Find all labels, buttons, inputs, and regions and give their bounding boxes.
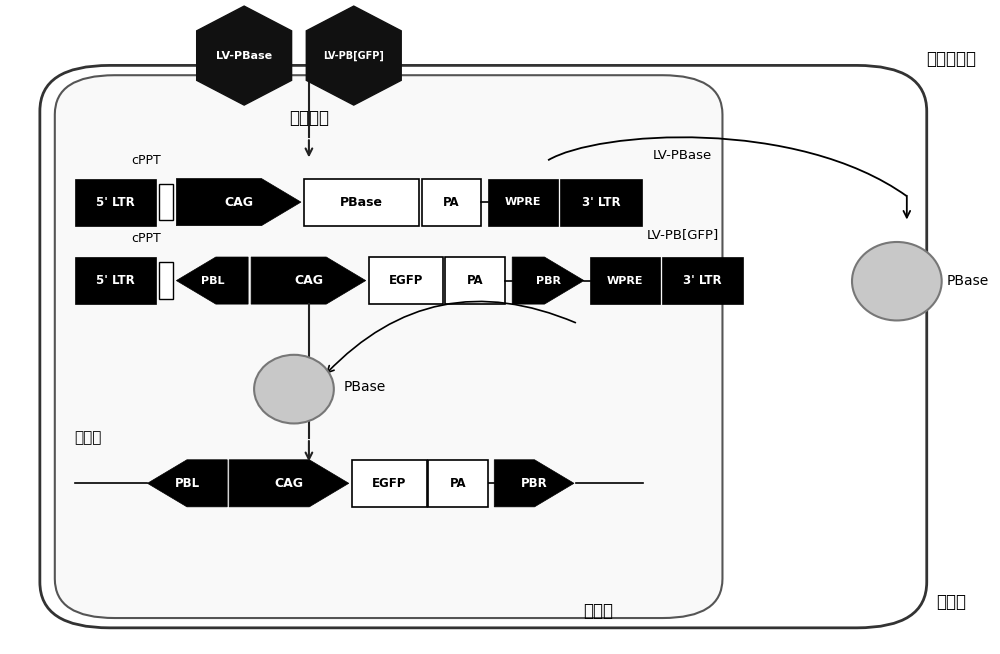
Text: 精原干细胞: 精原干细胞: [927, 50, 977, 68]
Bar: [422, 179, 481, 226]
Text: PBL: PBL: [175, 477, 200, 490]
Polygon shape: [176, 257, 248, 304]
Ellipse shape: [254, 354, 334, 424]
Text: PA: PA: [450, 477, 467, 490]
Text: 基因组: 基因组: [75, 430, 102, 445]
Text: CAG: CAG: [294, 274, 323, 287]
FancyBboxPatch shape: [55, 75, 722, 618]
Polygon shape: [251, 257, 366, 304]
Polygon shape: [306, 6, 401, 105]
Text: EGFP: EGFP: [389, 274, 423, 287]
Bar: [662, 257, 743, 304]
Text: LV-PBase: LV-PBase: [216, 50, 272, 61]
Polygon shape: [494, 460, 574, 507]
Bar: [590, 257, 660, 304]
Text: cPPT: cPPT: [132, 154, 161, 167]
Text: WPRE: WPRE: [505, 197, 541, 207]
Text: PBL: PBL: [201, 275, 224, 286]
Bar: [75, 257, 156, 304]
Text: 3' LTR: 3' LTR: [582, 196, 620, 209]
Bar: [428, 460, 488, 507]
Bar: [560, 179, 642, 226]
Polygon shape: [197, 6, 292, 105]
Text: PBase: PBase: [947, 274, 989, 288]
Bar: [159, 262, 173, 299]
Bar: [304, 179, 419, 226]
Text: PBR: PBR: [536, 275, 561, 286]
Text: CAG: CAG: [274, 477, 303, 490]
Text: LV-PB[GFP]: LV-PB[GFP]: [323, 50, 384, 61]
Text: PBase: PBase: [344, 380, 386, 394]
Text: 细胠核: 细胠核: [583, 602, 613, 621]
Text: CAG: CAG: [224, 196, 253, 209]
Text: EGFP: EGFP: [372, 477, 406, 490]
Bar: [352, 460, 427, 507]
Text: 病毒感染: 病毒感染: [289, 109, 329, 127]
Bar: [445, 257, 505, 304]
Polygon shape: [176, 179, 301, 226]
Text: LV-PBase: LV-PBase: [653, 149, 712, 162]
Polygon shape: [229, 460, 349, 507]
Bar: [488, 179, 558, 226]
Polygon shape: [147, 460, 227, 507]
Text: LV-PB[GFP]: LV-PB[GFP]: [646, 228, 719, 241]
Text: 细胞质: 细胞质: [937, 593, 967, 611]
Text: 5' LTR: 5' LTR: [96, 274, 135, 287]
Bar: [75, 179, 156, 226]
Polygon shape: [512, 257, 584, 304]
Text: PBase: PBase: [340, 196, 383, 209]
Text: WPRE: WPRE: [607, 275, 643, 286]
Text: PA: PA: [443, 196, 460, 209]
Text: PA: PA: [467, 274, 484, 287]
Bar: [159, 184, 173, 220]
Text: cPPT: cPPT: [132, 232, 161, 245]
Bar: [369, 257, 443, 304]
Text: 5' LTR: 5' LTR: [96, 196, 135, 209]
Ellipse shape: [852, 242, 942, 320]
FancyBboxPatch shape: [40, 65, 927, 628]
Text: 3' LTR: 3' LTR: [683, 274, 722, 287]
Text: PBR: PBR: [521, 477, 547, 490]
